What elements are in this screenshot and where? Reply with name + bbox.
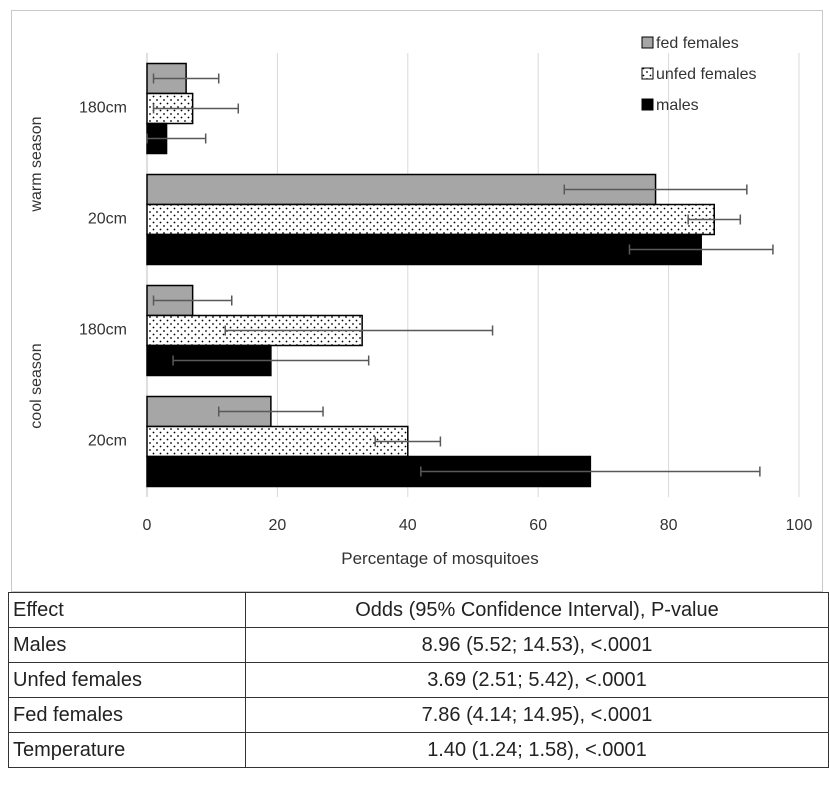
table-row: Temperature 1.40 (1.24; 1.58), <.0001: [8, 732, 829, 768]
x-tick-label: 60: [529, 517, 547, 534]
effect-cell: Unfed females: [8, 662, 246, 698]
category-label: 20cm: [88, 211, 127, 228]
x-tick-labels: 0 20 40 60 80 100: [143, 517, 813, 534]
table-header-row: Effect Odds (95% Confidence Interval), P…: [8, 592, 829, 628]
effect-cell: Males: [8, 627, 246, 663]
effect-cell: Fed females: [8, 697, 246, 733]
legend-label: males: [656, 97, 699, 114]
effect-cell: Temperature: [8, 732, 246, 768]
bar-unfed-females: [146, 203, 715, 236]
category-label: 20cm: [88, 433, 127, 450]
legend-swatch: [641, 98, 654, 111]
x-tick-label: 100: [786, 517, 813, 534]
odds-cell: 1.40 (1.24; 1.58), <.0001: [245, 732, 829, 768]
legend-swatch: [641, 67, 654, 80]
group-label: cool season: [28, 343, 45, 428]
odds-cell: 3.69 (2.51; 5.42), <.0001: [245, 662, 829, 698]
table-row: Fed females 7.86 (4.14; 14.95), <.0001: [8, 697, 829, 733]
table-row: Males 8.96 (5.52; 14.53), <.0001: [8, 627, 829, 663]
effects-table: Effect Odds (95% Confidence Interval), P…: [8, 592, 829, 768]
table-row: Unfed females 3.69 (2.51; 5.42), <.0001: [8, 662, 829, 698]
odds-cell: 7.86 (4.14; 14.95), <.0001: [245, 697, 829, 733]
legend-swatch: [641, 36, 654, 49]
bars: [146, 62, 715, 488]
header-odds: Odds (95% Confidence Interval), P-value: [245, 592, 829, 628]
bar-unfed-females: [146, 425, 409, 458]
x-tick-label: 0: [143, 517, 152, 534]
legend-label: fed females: [656, 35, 739, 52]
bar-males: [146, 233, 702, 266]
category-label: 180cm: [79, 100, 127, 117]
odds-cell: 8.96 (5.52; 14.53), <.0001: [245, 627, 829, 663]
x-tick-label: 20: [269, 517, 287, 534]
bar-chart: 0 20 40 60 80 100 180cm 20cm 180cm 20cm warm sea…: [28, 35, 813, 568]
error-bars: [146, 73, 774, 477]
group-label: warm season: [28, 116, 45, 212]
category-labels: 180cm 20cm 180cm 20cm: [79, 100, 127, 450]
x-tick-label: 40: [399, 517, 417, 534]
x-axis-title: Percentage of mosquitoes: [341, 549, 539, 568]
chart-frame: 0 20 40 60 80 100 180cm 20cm 180cm 20cm warm sea…: [11, 10, 823, 592]
x-tick-label: 80: [660, 517, 678, 534]
header-effect: Effect: [8, 592, 246, 628]
group-labels: warm season cool season: [28, 116, 45, 428]
legend-label: unfed females: [656, 66, 757, 83]
legend: fed females unfed females males: [641, 35, 757, 114]
category-label: 180cm: [79, 322, 127, 339]
